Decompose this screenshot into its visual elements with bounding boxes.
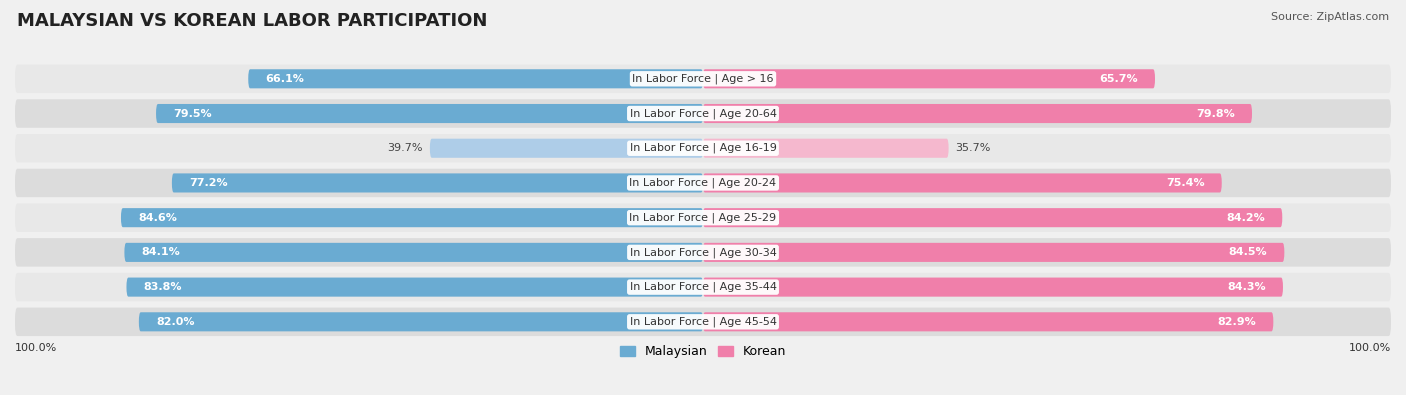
- Text: In Labor Force | Age > 16: In Labor Force | Age > 16: [633, 73, 773, 84]
- Text: 84.1%: 84.1%: [142, 247, 180, 258]
- Text: 84.6%: 84.6%: [138, 213, 177, 223]
- Text: 35.7%: 35.7%: [956, 143, 991, 153]
- FancyBboxPatch shape: [703, 278, 1284, 297]
- Text: In Labor Force | Age 25-29: In Labor Force | Age 25-29: [630, 213, 776, 223]
- Text: 82.0%: 82.0%: [156, 317, 194, 327]
- FancyBboxPatch shape: [124, 243, 703, 262]
- Text: 39.7%: 39.7%: [388, 143, 423, 153]
- Legend: Malaysian, Korean: Malaysian, Korean: [614, 340, 792, 363]
- Text: In Labor Force | Age 16-19: In Labor Force | Age 16-19: [630, 143, 776, 154]
- FancyBboxPatch shape: [127, 278, 703, 297]
- Text: 84.3%: 84.3%: [1227, 282, 1265, 292]
- FancyBboxPatch shape: [15, 238, 1391, 267]
- Text: 65.7%: 65.7%: [1099, 74, 1137, 84]
- FancyBboxPatch shape: [15, 169, 1391, 197]
- Text: Source: ZipAtlas.com: Source: ZipAtlas.com: [1271, 12, 1389, 22]
- FancyBboxPatch shape: [15, 134, 1391, 162]
- Text: 79.8%: 79.8%: [1197, 109, 1234, 118]
- Text: MALAYSIAN VS KOREAN LABOR PARTICIPATION: MALAYSIAN VS KOREAN LABOR PARTICIPATION: [17, 12, 488, 30]
- FancyBboxPatch shape: [249, 69, 703, 88]
- FancyBboxPatch shape: [703, 312, 1274, 331]
- FancyBboxPatch shape: [121, 208, 703, 227]
- FancyBboxPatch shape: [156, 104, 703, 123]
- FancyBboxPatch shape: [703, 208, 1282, 227]
- FancyBboxPatch shape: [703, 139, 949, 158]
- FancyBboxPatch shape: [15, 308, 1391, 336]
- Text: 82.9%: 82.9%: [1218, 317, 1256, 327]
- Text: 100.0%: 100.0%: [1348, 343, 1391, 354]
- FancyBboxPatch shape: [703, 243, 1284, 262]
- Text: In Labor Force | Age 20-64: In Labor Force | Age 20-64: [630, 108, 776, 119]
- FancyBboxPatch shape: [430, 139, 703, 158]
- Text: 75.4%: 75.4%: [1166, 178, 1205, 188]
- FancyBboxPatch shape: [139, 312, 703, 331]
- FancyBboxPatch shape: [172, 173, 703, 192]
- Text: 79.5%: 79.5%: [173, 109, 212, 118]
- Text: 100.0%: 100.0%: [15, 343, 58, 354]
- FancyBboxPatch shape: [15, 99, 1391, 128]
- FancyBboxPatch shape: [15, 64, 1391, 93]
- FancyBboxPatch shape: [703, 69, 1154, 88]
- Text: 66.1%: 66.1%: [266, 74, 304, 84]
- Text: In Labor Force | Age 35-44: In Labor Force | Age 35-44: [630, 282, 776, 292]
- Text: In Labor Force | Age 45-54: In Labor Force | Age 45-54: [630, 316, 776, 327]
- Text: 84.5%: 84.5%: [1229, 247, 1267, 258]
- Text: In Labor Force | Age 30-34: In Labor Force | Age 30-34: [630, 247, 776, 258]
- Text: 84.2%: 84.2%: [1226, 213, 1265, 223]
- Text: In Labor Force | Age 20-24: In Labor Force | Age 20-24: [630, 178, 776, 188]
- FancyBboxPatch shape: [703, 173, 1222, 192]
- FancyBboxPatch shape: [15, 203, 1391, 232]
- Text: 77.2%: 77.2%: [188, 178, 228, 188]
- FancyBboxPatch shape: [15, 273, 1391, 301]
- Text: 83.8%: 83.8%: [143, 282, 183, 292]
- FancyBboxPatch shape: [703, 104, 1251, 123]
